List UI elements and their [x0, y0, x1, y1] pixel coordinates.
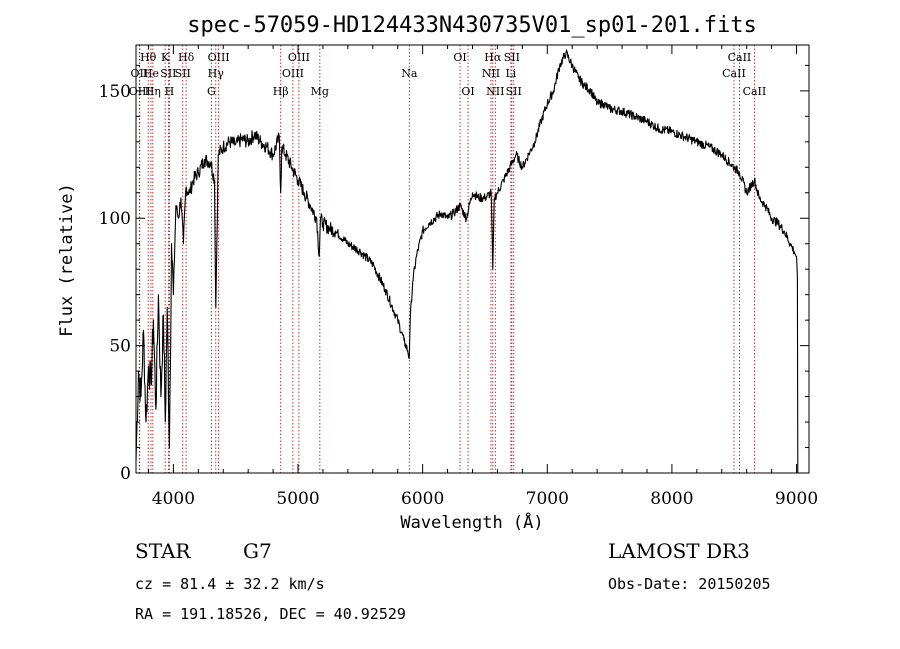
x-tick-label: 4000 [152, 489, 195, 509]
x-tick-label: 8000 [650, 489, 693, 509]
line-label: H [165, 85, 175, 98]
line-label: OI [461, 85, 474, 98]
line-label: He [143, 67, 159, 80]
coordinates: RA = 191.18526, DEC = 40.92529 [135, 605, 406, 623]
redshift-cz: cz = 81.4 ± 32.2 km/s [135, 575, 325, 593]
y-tick-label: 150 [99, 82, 131, 102]
line-label: Hδ [178, 51, 195, 64]
line-label: SII [175, 67, 191, 80]
line-label: NII [486, 85, 504, 98]
line-label: CaII [728, 51, 752, 64]
spectrum-trace [135, 49, 799, 474]
y-tick-label: 50 [109, 337, 131, 357]
x-tick-label: 7000 [526, 489, 569, 509]
line-label: Mg [311, 85, 329, 98]
line-label: OI [453, 51, 466, 64]
object-subclass: G7 [243, 539, 272, 563]
line-label: Hθ [140, 51, 157, 64]
line-label: G [207, 85, 216, 98]
line-label: SII [160, 67, 176, 80]
line-label: Hα [484, 51, 502, 64]
x-tick-label: 6000 [401, 489, 444, 509]
line-label: Hβ [273, 85, 289, 98]
chart-title: spec-57059-HD124433N430735V01_sp01-201.f… [187, 13, 757, 38]
line-label: CaII [722, 67, 746, 80]
line-label: OIII [288, 51, 310, 64]
line-label: SII [504, 51, 520, 64]
x-tick-label: 5000 [276, 489, 319, 509]
line-label: Hγ [208, 67, 225, 80]
x-axis-label: Wavelength (Å) [400, 511, 543, 533]
x-tick-label: 9000 [775, 489, 818, 509]
line-label: Li [505, 67, 516, 80]
line-label: K [161, 51, 170, 64]
axis-ticks: 4000 5000 6000 7000 8000 9000 0 50 100 150 [99, 45, 818, 509]
observation-date: Obs-Date: 20150205 [608, 575, 771, 593]
object-class: STAR [135, 539, 191, 563]
line-label: OIII [282, 67, 304, 80]
y-axis-label: Flux (relative) [57, 183, 77, 337]
line-label: NII [482, 67, 500, 80]
line-label: OIII [208, 51, 230, 64]
y-tick-label: 0 [120, 464, 131, 484]
survey-name: LAMOST DR3 [608, 539, 750, 563]
spectral-line-markers [138, 45, 755, 473]
line-label: SII [506, 85, 522, 98]
line-label: OIII [129, 85, 151, 98]
line-label: Hη [145, 85, 161, 98]
line-label: CaII [743, 85, 767, 98]
y-tick-label: 100 [99, 209, 131, 229]
line-label: OII [131, 67, 149, 80]
line-label: Na [401, 67, 418, 80]
plot-frame [135, 44, 810, 474]
